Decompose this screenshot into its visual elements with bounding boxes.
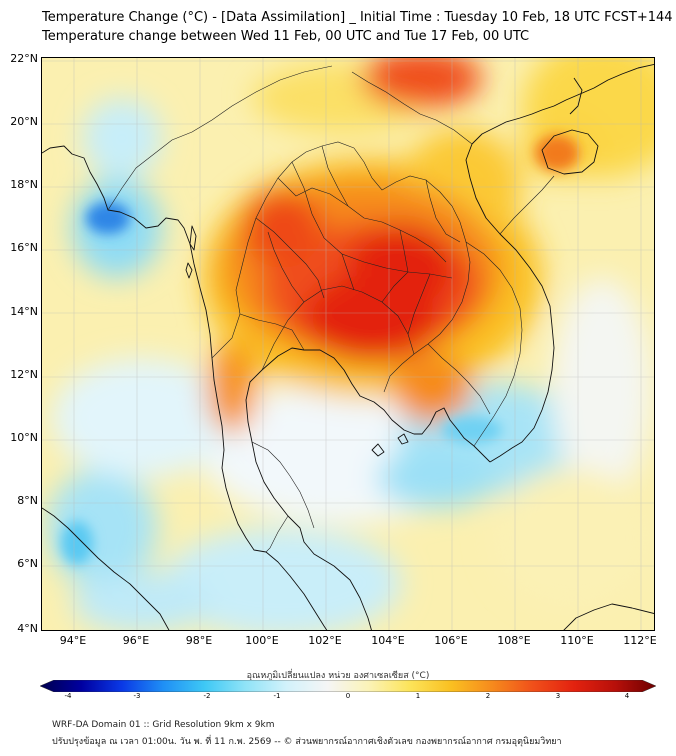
lon-label-108e: 108°E: [497, 634, 531, 647]
lat-label-8n: 8°N: [17, 494, 38, 507]
map-grid: [42, 58, 654, 630]
temperature-extremes: [61, 135, 579, 565]
colorbar: [40, 680, 656, 692]
lon-label-98e: 98°E: [185, 634, 213, 647]
chart-subtitle: Temperature change between Wed 11 Feb, 0…: [42, 29, 530, 44]
lat-label-16n: 16°N: [10, 241, 38, 254]
colorbar-tick-1: 1: [415, 692, 421, 700]
lon-label-94e: 94°E: [59, 634, 87, 647]
lat-label-22n: 22°N: [10, 52, 38, 65]
province-borders: [107, 65, 555, 553]
colorbar-tick-4: 4: [624, 692, 630, 700]
lon-label-100e: 100°E: [245, 634, 279, 647]
temperature-change-map: [41, 57, 655, 631]
lon-label-110e: 110°E: [560, 634, 594, 647]
coastlines: [42, 63, 654, 630]
lat-label-4n: 4°N: [17, 622, 38, 635]
lat-label-20n: 20°N: [10, 115, 38, 128]
lat-label-14n: 14°N: [10, 305, 38, 318]
colorbar-tick-neg3: -3: [133, 692, 141, 700]
lat-label-12n: 12°N: [10, 368, 38, 381]
lon-label-102e: 102°E: [308, 634, 342, 647]
colorbar-tick-2: 2: [485, 692, 491, 700]
lat-label-18n: 18°N: [10, 178, 38, 191]
colorbar-tick-neg4: -4: [64, 692, 72, 700]
lat-label-6n: 6°N: [17, 557, 38, 570]
lon-label-104e: 104°E: [371, 634, 405, 647]
lon-label-106e: 106°E: [434, 634, 468, 647]
colorbar-tick-neg1: -1: [273, 692, 281, 700]
colorbar-tick-3: 3: [555, 692, 561, 700]
update-credit: ปรับปรุงข้อมูล ณ เวลา 01:00น. วัน พ. ที่…: [52, 737, 562, 747]
model-info: WRF-DA Domain 01 :: Grid Resolution 9km …: [52, 720, 275, 730]
colorbar-label: อุณหภูมิเปลี่ยนแปลง หน่วย องศาเซลเซียส (…: [246, 671, 430, 681]
colorbar-tick-neg2: -2: [203, 692, 211, 700]
colorbar-tick-0: 0: [345, 692, 351, 700]
colorbar-ramp: [40, 680, 656, 692]
lon-label-96e: 96°E: [122, 634, 150, 647]
lat-label-10n: 10°N: [10, 431, 38, 444]
chart-title: Temperature Change (°C) - [Data Assimila…: [42, 10, 673, 25]
lon-label-112e: 112°E: [623, 634, 657, 647]
